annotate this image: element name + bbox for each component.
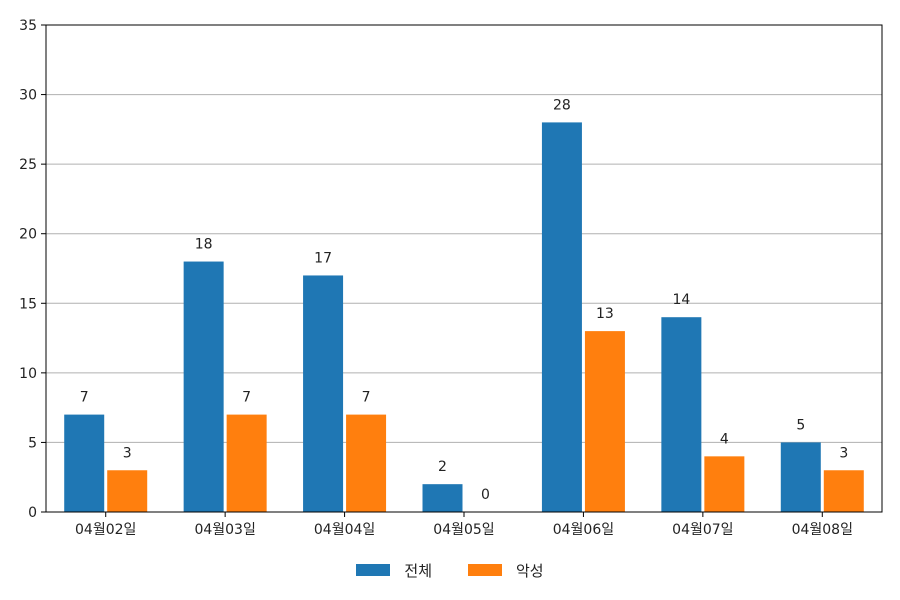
data-label: 3 xyxy=(839,445,848,461)
grid-lines xyxy=(46,94,882,443)
data-label: 13 xyxy=(596,306,614,322)
legend-label-malicious: 악성 xyxy=(516,561,544,580)
data-label: 2 xyxy=(438,459,447,475)
data-label: 4 xyxy=(720,431,729,447)
y-tick-label: 35 xyxy=(19,18,37,34)
legend: 전체 악성 xyxy=(0,556,900,584)
data-label: 14 xyxy=(672,292,690,308)
data-label: 5 xyxy=(796,417,805,433)
bar-series-0-4 xyxy=(541,122,582,513)
x-tick-label: 04월04일 xyxy=(314,522,375,538)
x-tick-label: 04월07일 xyxy=(672,522,733,538)
bar-series-1-5 xyxy=(704,456,745,512)
bar-series-0-5 xyxy=(661,317,702,512)
y-tick-label: 30 xyxy=(19,88,37,104)
bar-series-1-0 xyxy=(107,470,148,512)
legend-swatch-total xyxy=(356,564,391,576)
bar-series-1-6 xyxy=(823,470,864,512)
bar-series-0-0 xyxy=(64,414,105,512)
data-label: 0 xyxy=(481,487,490,503)
data-label: 7 xyxy=(80,390,89,406)
legend-label-total: 전체 xyxy=(404,561,432,580)
data-label: 28 xyxy=(553,97,571,113)
y-tick-label: 0 xyxy=(28,505,37,521)
x-tick-label: 04월06일 xyxy=(553,522,614,538)
x-tick-label: 04월05일 xyxy=(433,522,494,538)
data-label: 18 xyxy=(195,237,213,253)
x-tick-label: 04월02일 xyxy=(75,522,136,538)
bar-series-1-2 xyxy=(346,414,387,512)
y-tick-label: 15 xyxy=(19,296,37,312)
bar-series-0-1 xyxy=(183,261,224,512)
legend-swatch-malicious xyxy=(468,564,502,576)
data-label: 7 xyxy=(362,390,371,406)
data-label: 7 xyxy=(242,390,251,406)
data-label: 17 xyxy=(314,250,332,266)
y-tick-label: 10 xyxy=(19,366,37,382)
data-label: 3 xyxy=(123,445,132,461)
x-tick-label: 04월03일 xyxy=(194,522,255,538)
plot-frame xyxy=(45,24,883,513)
bar-series-1-1 xyxy=(226,414,267,512)
y-tick-label: 20 xyxy=(19,227,37,243)
x-tick-label: 04월08일 xyxy=(792,522,853,538)
bar-series-0-3 xyxy=(422,484,463,512)
legend-item-malicious: 악성 xyxy=(468,560,544,581)
data-labels: 7 3 18 7 17 7 2 0 28 13 14 4 5 3 xyxy=(80,97,848,503)
bars xyxy=(64,122,864,513)
bar-series-1-4 xyxy=(584,331,625,512)
x-axis: 04월02일 04월03일 04월04일 04월05일 04월06일 04월07일 04월0… xyxy=(75,512,853,538)
bar-series-0-2 xyxy=(303,275,344,512)
y-axis: 0 5 10 15 20 25 30 35 xyxy=(19,18,46,521)
y-tick-label: 5 xyxy=(28,435,37,451)
legend-item-total: 전체 xyxy=(356,560,432,581)
y-tick-label: 25 xyxy=(19,157,37,173)
bar-series-0-6 xyxy=(780,442,821,512)
